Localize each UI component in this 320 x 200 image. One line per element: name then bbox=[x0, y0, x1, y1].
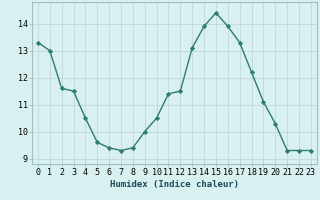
X-axis label: Humidex (Indice chaleur): Humidex (Indice chaleur) bbox=[110, 180, 239, 189]
